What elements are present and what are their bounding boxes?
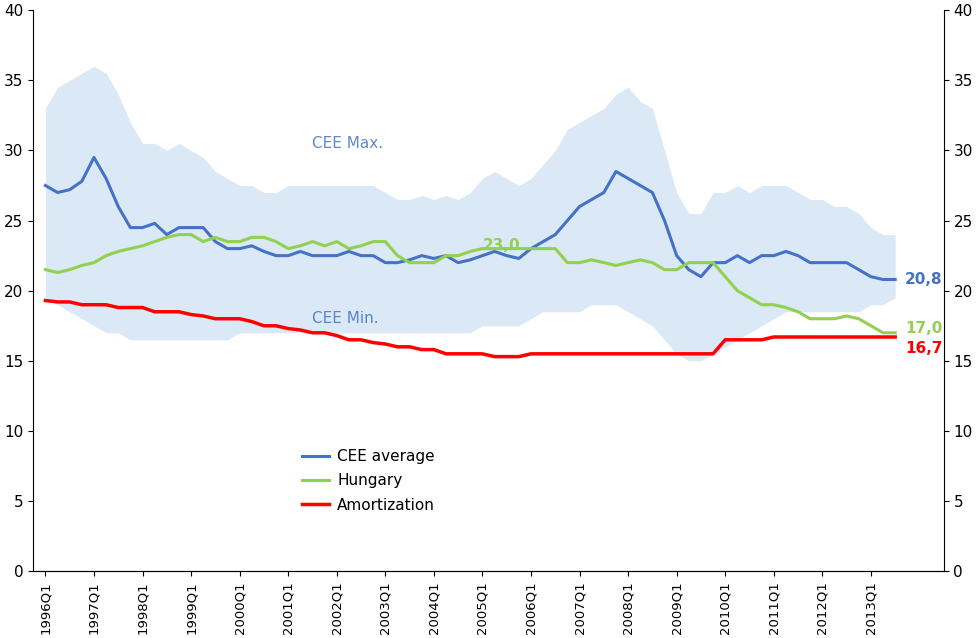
- Hungary: [161, 234, 173, 241]
- CEE average: [562, 217, 573, 225]
- CEE average: [817, 259, 828, 267]
- Text: CEE Min.: CEE Min.: [313, 311, 379, 326]
- Amortization: [488, 353, 500, 360]
- CEE average: [464, 256, 476, 263]
- Hungary: [464, 248, 476, 255]
- CEE average: [64, 186, 75, 193]
- Text: 17,0: 17,0: [905, 321, 942, 336]
- Hungary: [64, 266, 75, 274]
- Line: CEE average: CEE average: [45, 158, 895, 279]
- CEE average: [853, 266, 865, 274]
- Amortization: [282, 325, 294, 332]
- Amortization: [64, 298, 75, 306]
- Text: CEE Max.: CEE Max.: [313, 136, 384, 151]
- Text: 20,8: 20,8: [905, 272, 943, 287]
- Amortization: [452, 350, 464, 358]
- Line: Amortization: Amortization: [45, 300, 895, 357]
- Amortization: [39, 297, 51, 304]
- CEE average: [39, 182, 51, 189]
- Hungary: [39, 266, 51, 274]
- Hungary: [562, 259, 573, 267]
- Hungary: [889, 329, 901, 337]
- Hungary: [173, 231, 185, 239]
- Hungary: [817, 315, 828, 323]
- Hungary: [853, 315, 865, 323]
- CEE average: [88, 154, 100, 161]
- Legend: CEE average, Hungary, Amortization: CEE average, Hungary, Amortization: [296, 443, 441, 519]
- CEE average: [889, 276, 901, 283]
- CEE average: [877, 276, 889, 283]
- Text: 16,7: 16,7: [905, 341, 943, 356]
- Line: Hungary: Hungary: [45, 235, 895, 333]
- Text: 23,0: 23,0: [483, 239, 520, 253]
- Amortization: [889, 333, 901, 341]
- Amortization: [562, 350, 573, 358]
- Hungary: [877, 329, 889, 337]
- CEE average: [173, 224, 185, 232]
- Amortization: [853, 333, 865, 341]
- Amortization: [695, 350, 706, 358]
